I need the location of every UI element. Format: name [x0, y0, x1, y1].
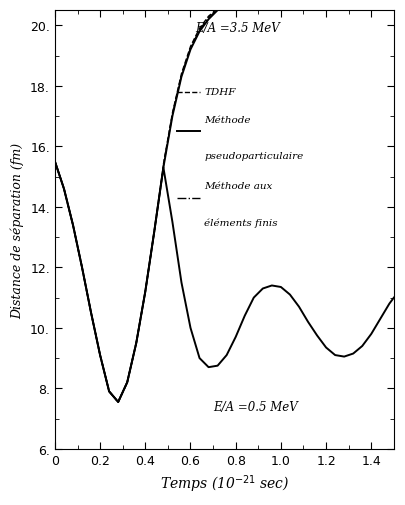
Text: Méthode: Méthode: [204, 115, 251, 124]
X-axis label: Temps (10$^{-21}$ sec): Temps (10$^{-21}$ sec): [160, 472, 289, 494]
Text: TDHF: TDHF: [204, 88, 236, 97]
Y-axis label: Distance de séparation (fm): Distance de séparation (fm): [11, 142, 25, 318]
Text: Méthode aux: Méthode aux: [204, 182, 273, 191]
Text: éléments finis: éléments finis: [204, 218, 278, 227]
Text: pseudoparticulaire: pseudoparticulaire: [204, 152, 303, 161]
Text: E/A =3.5 MeV: E/A =3.5 MeV: [195, 22, 280, 35]
Text: E/A =0.5 MeV: E/A =0.5 MeV: [213, 400, 298, 413]
